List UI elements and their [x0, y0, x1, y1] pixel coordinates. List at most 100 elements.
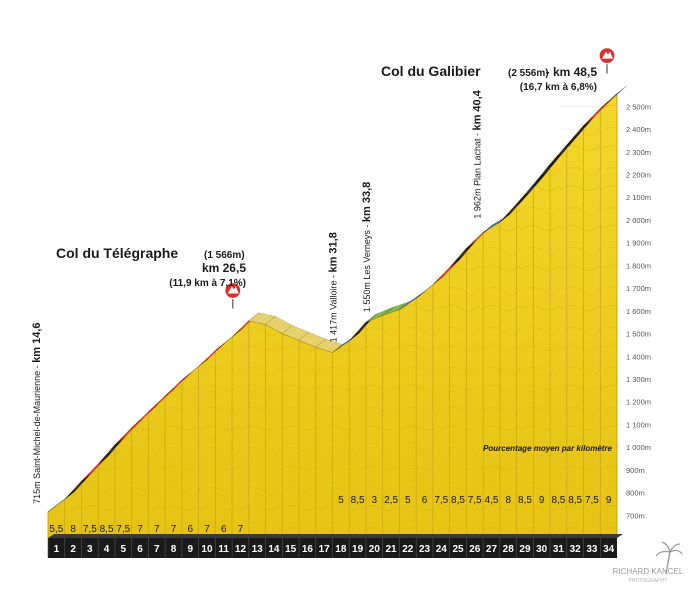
km-label: 33 [586, 544, 598, 555]
gradient-label: 2,5 [384, 495, 398, 506]
top-band-stripe [56, 497, 67, 506]
waypoint-label: 1 417m Valloire - km 31,8 [328, 232, 340, 342]
km-label: 26 [469, 544, 481, 555]
km-label: 18 [335, 544, 347, 555]
km-label: 7 [154, 544, 160, 555]
y-tick-label: 2 400m [626, 125, 651, 134]
y-tick-label: 800m [626, 489, 645, 498]
top-band-stripe [574, 127, 586, 136]
km-label: 4 [104, 544, 110, 555]
km-label: 29 [519, 544, 531, 555]
top-band-stripe [257, 314, 268, 323]
top-band-stripe [608, 92, 619, 102]
profile-terrain-texture [48, 93, 617, 538]
top-band-stripe [273, 320, 285, 330]
top-band-stripe [156, 395, 167, 405]
gradient-label: 7,5 [83, 524, 97, 535]
gradient-caption: Pourcentage moyen par kilomètre [483, 444, 612, 453]
top-band-stripe [558, 146, 569, 155]
top-band-stripe [123, 428, 134, 437]
y-tick-label: 1 300m [626, 375, 651, 384]
gradient-label: 8,5 [551, 495, 565, 506]
gradient-label: 8 [505, 495, 511, 506]
waypoint-km: km 14,6 [31, 322, 43, 362]
top-band-stripe [340, 338, 352, 347]
gradient-label: 7 [171, 524, 177, 535]
gradient-label: 3 [372, 495, 378, 506]
km-base-strip: 1 2 3 4 5 6 7 8 9 10 11 12 13 14 15 16 17 18 19 20 21 22 23 24 2… [47, 534, 623, 558]
y-tick-label: 1 400m [626, 352, 651, 361]
km-label: 32 [570, 544, 582, 555]
y-tick-label: 1 800m [626, 261, 651, 270]
profile-area [47, 92, 618, 539]
top-band-segment [600, 85, 628, 109]
top-band-stripe [290, 328, 301, 338]
km-label: 17 [319, 544, 331, 555]
top-band-stripe [206, 350, 218, 359]
summit-name: Col du Télégraphe [56, 245, 178, 261]
y-tick-label: 1 900m [626, 239, 651, 248]
gradient-label: 6 [422, 495, 428, 506]
waypoint-place: 1 417m Valloire - [329, 273, 339, 343]
y-tick-label: 2 100m [626, 193, 651, 202]
watermark: RICHARD KANCEL PHOTOGRAPHY [613, 541, 684, 584]
y-tick-label: 1 600m [626, 307, 651, 316]
waypoint-place: 715m Saint-Michel-de-Maurienne - [32, 363, 42, 504]
top-band-stripe [591, 108, 603, 118]
gradient-label: 8,5 [518, 495, 532, 506]
km-label: 31 [553, 544, 565, 555]
waypoint-labels: 715m Saint-Michel-de-Maurienne - km 14,6… [31, 89, 483, 504]
waypoint-place: 1 550m Les Verneys - [362, 222, 372, 312]
waypoint-km: km 40,4 [471, 89, 483, 130]
palm-leaves [655, 541, 683, 557]
top-band-stripe [190, 365, 201, 374]
gradient-label: 5 [405, 495, 411, 506]
waypoint-label: 715m Saint-Michel-de-Maurienne - km 14,6 [31, 322, 43, 503]
km-label: 11 [218, 544, 229, 555]
km-label: 27 [486, 544, 498, 555]
gradient-label: 5 [338, 495, 344, 506]
waypoint-km: km 31,8 [328, 232, 340, 272]
waypoint-label: 1 962m Plan Lachat - km 40,4 [471, 89, 483, 218]
summit-altitude: (1 566m) [204, 250, 245, 261]
km-label: 1 [54, 544, 60, 555]
gradient-label: 5,5 [49, 524, 63, 535]
km-strip-top-edge [48, 534, 623, 538]
km-label: 2 [70, 544, 76, 555]
y-tick-label: 1 500m [626, 330, 651, 339]
top-band-stripe [390, 304, 402, 313]
top-band-stripe [474, 232, 485, 241]
top-band-stripe [541, 166, 552, 175]
waypoint-label: 1 550m Les Verneys - km 33,8 [361, 182, 373, 312]
gradient-label: 8,5 [100, 524, 114, 535]
top-band-stripe [307, 335, 318, 344]
gradient-label: 7 [154, 524, 160, 535]
km-label: 14 [268, 544, 280, 555]
top-band-stripe [106, 446, 117, 455]
gradient-label: 8 [70, 524, 76, 535]
profile-top-band [47, 85, 628, 513]
summit-detail: (16,7 km à 6,8%) [520, 82, 597, 93]
km-label: 9 [187, 544, 193, 555]
summit-peak-glyph [227, 286, 239, 294]
top-band-stripe [491, 219, 502, 228]
summit-km: km 26,5 [202, 261, 246, 275]
km-label: 30 [536, 544, 548, 555]
summit-mountain-icon [224, 281, 242, 309]
gradient-label: 7,5 [468, 495, 482, 506]
gradient-label: 8,5 [351, 495, 365, 506]
summit-detail: (11,9 km à 7,1%) [169, 278, 246, 289]
gradient-label: 7,5 [116, 524, 130, 535]
palm-tree-icon [655, 541, 683, 575]
summit-peak-glyph [602, 51, 613, 59]
summit-km: - km 48,5 [546, 65, 598, 79]
km-label: 34 [603, 544, 615, 555]
y-tick-label: 2 300m [626, 148, 651, 157]
top-band-stripe [441, 267, 452, 277]
km-label: 16 [302, 544, 314, 555]
km-label: 6 [137, 544, 143, 555]
km-label: 21 [386, 544, 398, 555]
top-band-stripe [524, 186, 536, 195]
